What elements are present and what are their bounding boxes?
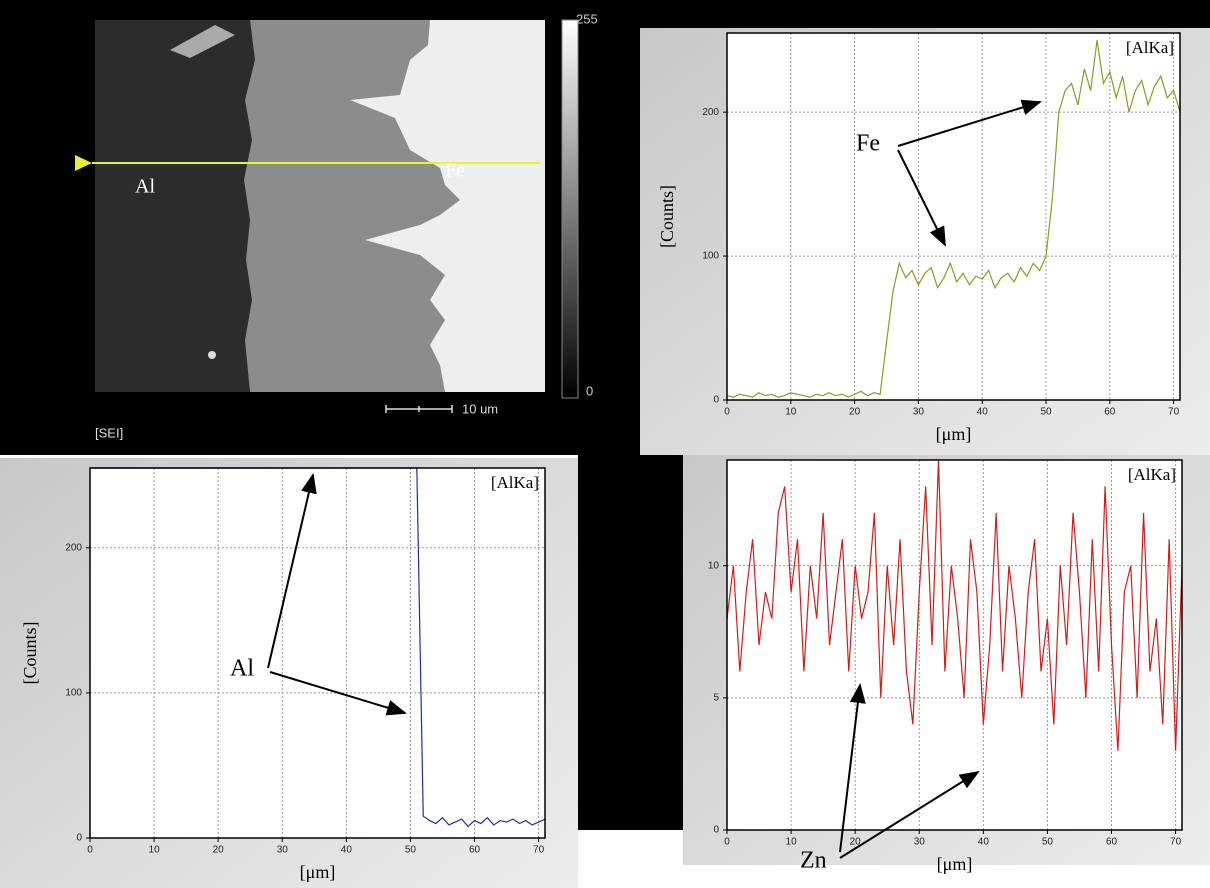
y-tick-label: 200: [702, 107, 719, 118]
arrow: [269, 671, 407, 716]
al-region: [95, 20, 255, 392]
x-tick-label: 70: [533, 845, 545, 856]
x-tick-label: 10: [149, 845, 161, 856]
scale-bar-label: 10 um: [462, 401, 498, 416]
x-axis-label: [μm]: [937, 854, 973, 874]
x-axis-label: [μm]: [936, 424, 972, 444]
y-tick-label: 100: [65, 688, 82, 699]
plot-area: [727, 460, 1182, 830]
x-tick-label: 0: [724, 837, 730, 848]
plot-border: [726, 459, 1183, 831]
intermetallic-region: [240, 20, 460, 392]
x-tick-label: 30: [914, 837, 926, 848]
x-tick-label: 0: [87, 845, 93, 856]
element-tag: [AlKa]: [491, 473, 539, 492]
y-tick-label: 0: [76, 833, 82, 844]
colorbar-min: 0: [586, 383, 593, 398]
annotation: Fe: [856, 131, 880, 157]
particle: [208, 351, 216, 359]
plot-area: [90, 468, 545, 838]
plot-area: [727, 33, 1180, 400]
scan-marker: [75, 155, 92, 171]
arrow: [839, 683, 866, 853]
x-tick-label: 40: [977, 407, 989, 418]
data-line: [726, 40, 1181, 398]
annotations: Fe Al Zn: [230, 99, 1042, 874]
element-tag: [AlKa]: [1128, 465, 1176, 484]
x-tick-label: 40: [978, 837, 990, 848]
annotation: Al: [230, 656, 254, 682]
x-tick-label: 60: [1106, 837, 1118, 848]
arrow: [839, 770, 980, 859]
x-axis-label: [μm]: [300, 862, 336, 882]
plot-border: [89, 467, 546, 839]
x-tick-label: 70: [1170, 837, 1182, 848]
x-tick-label: 20: [850, 837, 862, 848]
y-axis-label: [Counts]: [20, 622, 40, 685]
y-axis-label: [Counts]: [657, 185, 677, 248]
x-tick-label: 20: [213, 845, 225, 856]
x-tick-label: 40: [341, 845, 353, 856]
imaging-mode: [SEI]: [95, 425, 123, 440]
y-axis-label: [Counts]: [657, 614, 677, 677]
x-tick-label: 20: [849, 407, 861, 418]
y-tick-label: 100: [702, 251, 719, 262]
x-tick-label: 60: [1104, 407, 1116, 418]
x-tick-label: 70: [1168, 407, 1180, 418]
x-tick-label: 30: [277, 845, 289, 856]
arrow: [897, 99, 1042, 147]
data-line: [726, 459, 1183, 751]
y-tick-label: 5: [713, 692, 719, 703]
x-tick-label: 60: [469, 845, 481, 856]
y-tick-label: 0: [713, 825, 719, 836]
y-tick-label: 200: [65, 542, 82, 553]
y-tick-label: 10: [708, 560, 720, 571]
x-tick-label: 0: [724, 407, 730, 418]
colorbar: [561, 19, 579, 399]
x-tick-label: 50: [405, 845, 417, 856]
sem-image: Fe Al 255 0 10 um [SEI]: [75, 11, 598, 440]
scale-bar: [385, 405, 453, 413]
annotation: Zn: [800, 848, 827, 874]
colorbar-max: 255: [576, 11, 598, 26]
element-tag: [AlKa]: [1126, 38, 1174, 57]
y-tick-label: 0: [713, 395, 719, 406]
x-tick-label: 30: [913, 407, 925, 418]
x-tick-label: 10: [786, 837, 798, 848]
arrow: [897, 149, 946, 247]
background: [578, 455, 683, 830]
x-tick-label: 50: [1040, 407, 1052, 418]
charts: 0 10 20 30 40 50 60 700100200[AlKa][μm][Counts]…: [0, 28, 1210, 888]
x-tick-label: 10: [785, 407, 797, 418]
x-tick-label: 50: [1042, 837, 1054, 848]
image-label: Fe: [445, 160, 465, 182]
image-label: Al: [135, 176, 155, 198]
particle: [170, 25, 235, 58]
arrow: [267, 473, 317, 669]
plot-border: [726, 32, 1181, 401]
